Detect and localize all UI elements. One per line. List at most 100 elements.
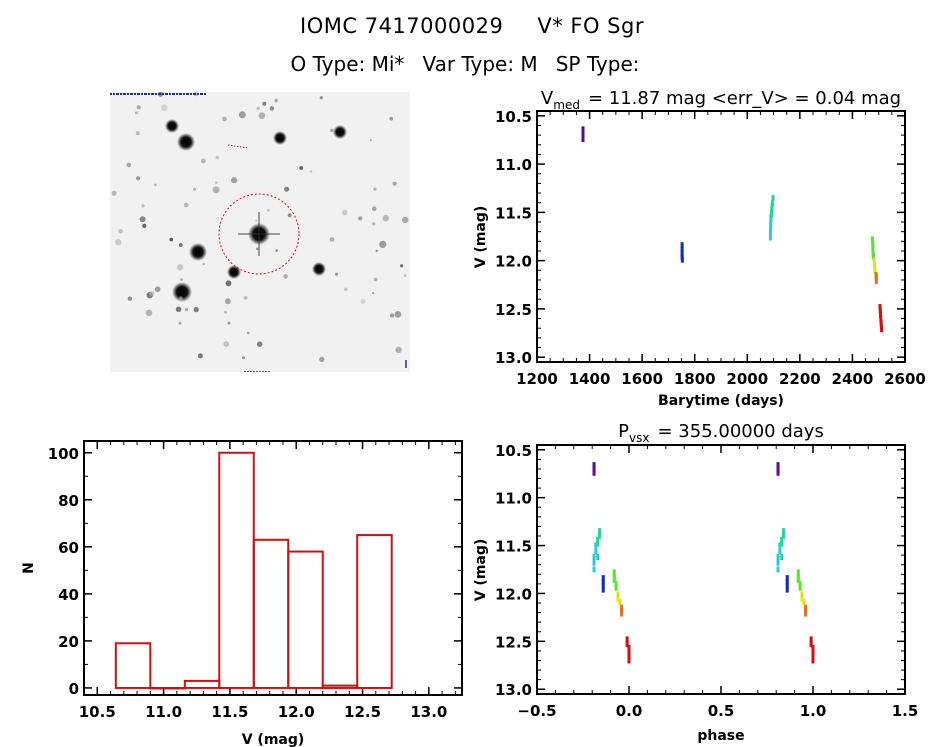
star: [392, 181, 397, 186]
data-point-season-2: [785, 575, 789, 582]
data-point-season-2: [601, 575, 605, 582]
data-point-season-5: [878, 303, 882, 310]
x-tick-label: 13.0: [410, 703, 447, 721]
star: [382, 215, 389, 222]
x-tick-label: 1400: [569, 370, 611, 388]
y-tick-label: 80: [58, 492, 79, 510]
phase-curve-title: Pvsx = 355.00000 days: [618, 421, 824, 445]
star: [372, 222, 376, 226]
data-point-season-5: [627, 657, 631, 664]
data-point-season-1: [776, 462, 780, 469]
star: [165, 119, 179, 133]
data-point-season-1: [776, 469, 780, 476]
data-point-season-4b: [873, 268, 877, 275]
y-tick-label: 12.5: [495, 633, 532, 651]
data-point-season-1: [581, 126, 585, 133]
star: [269, 106, 275, 111]
y-tick-label: 0: [69, 680, 79, 698]
light-curve-title: Vmed = 11.87 mag <err_V> = 0.04 mag: [541, 88, 901, 112]
star: [227, 321, 231, 325]
data-point-season-4b: [800, 591, 804, 598]
star: [135, 131, 140, 136]
target-circle: [218, 193, 300, 275]
data-point-season-1: [581, 130, 585, 137]
star: [389, 313, 395, 318]
star: [145, 309, 153, 317]
star: [111, 190, 117, 196]
data-point-season-4c: [804, 610, 808, 617]
data-point-season-5: [809, 641, 813, 648]
object-id: IOMC 7417000029: [300, 14, 504, 38]
star: [389, 116, 394, 121]
data-point-season-4b: [800, 595, 804, 602]
data-point-season-3a: [769, 220, 773, 227]
object-name: V* FO Sgr: [537, 14, 644, 38]
star: [225, 280, 232, 287]
star: [379, 240, 387, 248]
data-point-season-4c: [620, 610, 624, 617]
data-point-season-5: [627, 645, 631, 652]
star: [401, 216, 409, 224]
y-tick-label: 12.0: [495, 585, 532, 603]
histogram-bar: [114, 642, 152, 689]
data-point-season-4a: [871, 240, 875, 247]
star: [184, 307, 189, 312]
star: [115, 239, 122, 246]
data-point-season-4b: [618, 599, 622, 606]
histogram-xlabel: V (mag): [242, 732, 305, 747]
star: [215, 181, 218, 184]
star: [179, 296, 183, 300]
data-point-season-4a: [796, 569, 800, 576]
star: [118, 229, 123, 234]
data-point-season-4b: [873, 261, 877, 268]
star: [255, 247, 259, 251]
data-point-season-5: [625, 636, 629, 643]
histogram-bar: [287, 550, 324, 689]
phase-curve-ylabel: V (mag): [473, 539, 489, 602]
data-point-season-5: [811, 652, 815, 659]
data-point-season-3b: [771, 194, 775, 201]
data-point-season-3b: [782, 528, 786, 535]
data-point-season-3b: [598, 532, 602, 539]
x-tick-label: 12.5: [344, 703, 381, 721]
star: [160, 104, 168, 112]
data-point-season-4b: [872, 257, 876, 264]
data-point-season-2: [601, 578, 605, 585]
y-tick-label: 10.5: [495, 108, 532, 126]
star: [372, 292, 375, 295]
data-point-season-3b: [596, 540, 600, 547]
y-tick-label: 40: [58, 586, 79, 604]
y-tick-label: 11.5: [495, 538, 532, 556]
data-point-season-3b: [596, 554, 600, 561]
data-point-season-1: [592, 469, 596, 476]
light-curve-ylabel: V (mag): [473, 206, 489, 269]
star: [149, 291, 155, 297]
star: [201, 158, 206, 164]
x-tick-label: 2400: [832, 370, 874, 388]
data-point-season-5: [879, 311, 883, 318]
star: [215, 155, 220, 160]
data-point-season-4a: [870, 236, 874, 243]
star: [373, 187, 377, 191]
star: [139, 216, 146, 223]
data-point-season-5: [809, 636, 813, 643]
data-point-season-4a: [796, 577, 800, 584]
star: [287, 213, 292, 218]
star: [178, 243, 183, 247]
star: [360, 298, 366, 304]
target-spikes: [238, 212, 280, 256]
y-tick-label: 12.5: [495, 301, 532, 319]
x-tick-label: 1800: [674, 370, 716, 388]
star: [176, 264, 184, 271]
star: [373, 277, 378, 282]
data-point-season-1: [776, 465, 780, 472]
data-point-season-3a: [769, 224, 773, 231]
x-tick-label: 2200: [779, 370, 821, 388]
star: [299, 166, 304, 170]
histogram-ylabel: N: [21, 562, 37, 574]
star: [172, 282, 192, 302]
star: [193, 187, 197, 191]
data-point-season-4b: [802, 599, 806, 606]
